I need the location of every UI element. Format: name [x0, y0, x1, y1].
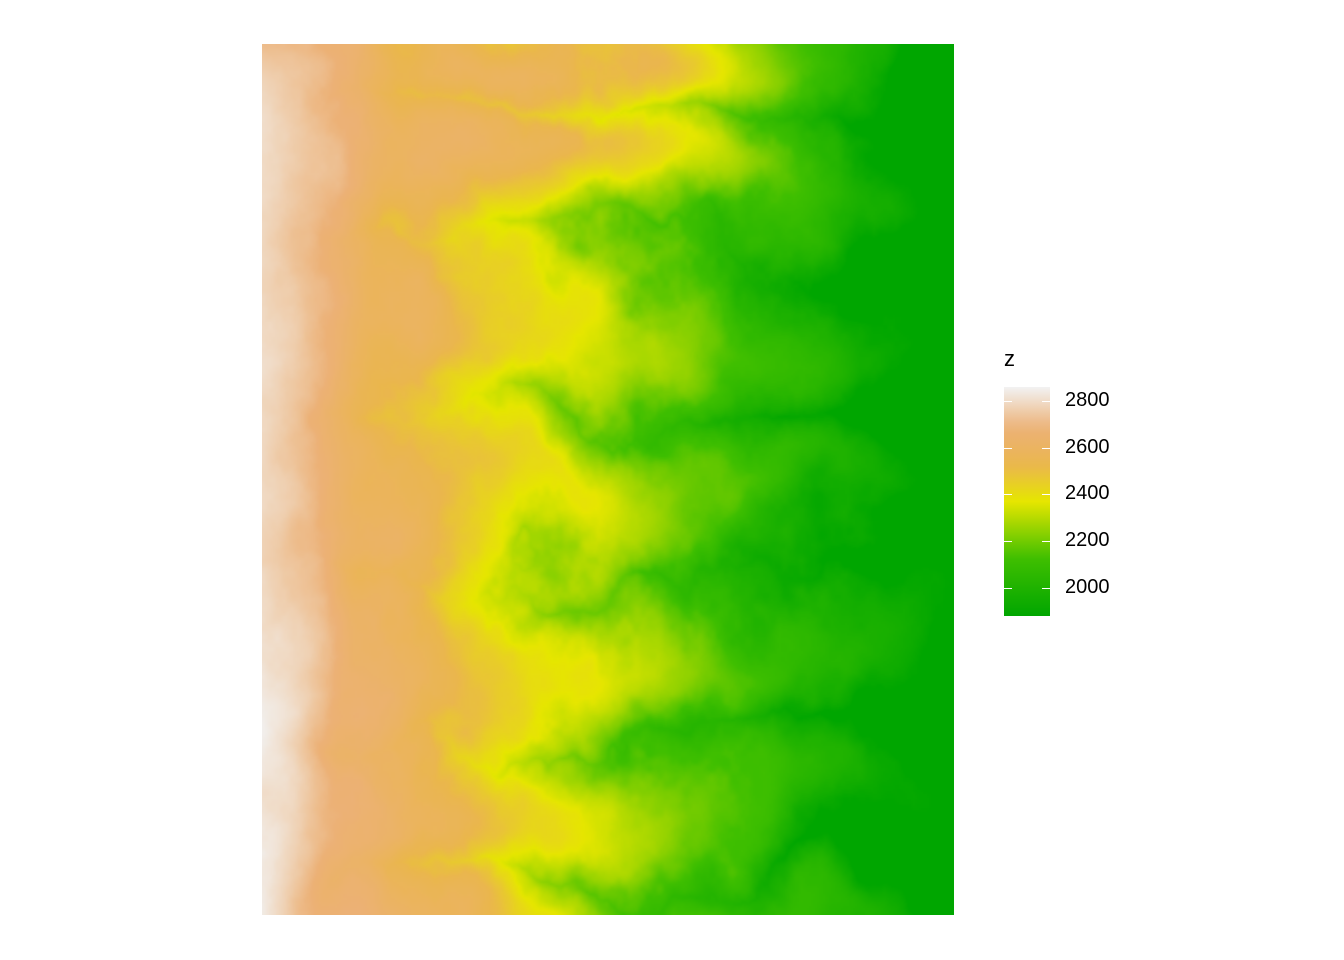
legend-tick-mark	[1042, 447, 1050, 449]
legend-tick-mark	[1004, 447, 1012, 449]
legend-tick-mark	[1042, 587, 1050, 589]
legend-tick-label: 2000	[1065, 575, 1110, 598]
legend-tick-label: 2200	[1065, 529, 1110, 552]
legend-tick-mark	[1004, 541, 1012, 543]
elevation-raster	[262, 44, 954, 915]
legend-tick-mark	[1042, 494, 1050, 496]
legend: z 2800 2600 2400 2200 2000	[1004, 346, 1164, 626]
legend-tick-mark	[1004, 494, 1012, 496]
legend-tick-label: 2600	[1065, 435, 1110, 458]
legend-tick-label: 2800	[1065, 389, 1110, 412]
legend-title: z	[1004, 346, 1015, 371]
legend-tick-mark	[1004, 587, 1012, 589]
legend-tick-label: 2400	[1065, 482, 1110, 505]
legend-tick-mark	[1004, 401, 1012, 403]
elevation-map	[262, 44, 954, 915]
legend-colorbar	[1004, 387, 1050, 616]
legend-tick-mark	[1042, 401, 1050, 403]
legend-tick-mark	[1042, 541, 1050, 543]
